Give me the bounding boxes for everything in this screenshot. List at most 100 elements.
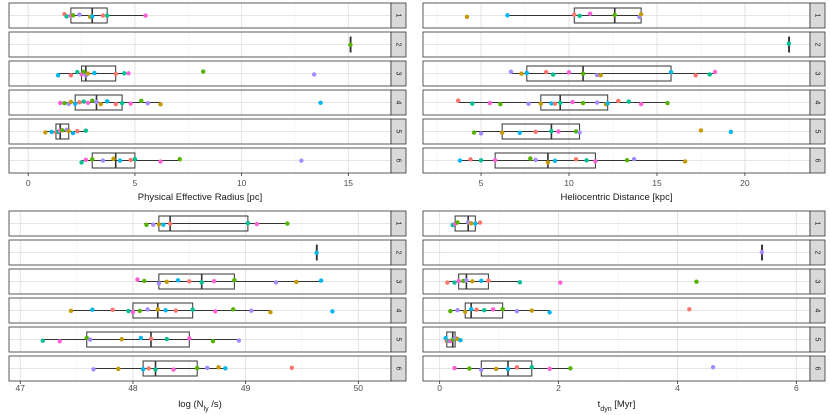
x-axis-tick-label: 49 — [241, 383, 251, 393]
data-point — [199, 280, 204, 285]
facet-strip-label: 4 — [395, 309, 402, 313]
facet-strip — [809, 147, 826, 174]
data-point — [140, 367, 146, 372]
facet-strip-label: 3 — [814, 72, 821, 76]
data-point — [148, 336, 154, 342]
data-point — [273, 280, 279, 285]
facet-strip-label: 3 — [395, 72, 402, 76]
facet-strip — [390, 239, 407, 266]
data-point — [508, 69, 514, 74]
facet-strip-label: 5 — [395, 338, 402, 342]
facet-strip-label: 1 — [814, 14, 821, 18]
facet-panel-4: 4 — [8, 297, 407, 324]
data-point — [77, 12, 82, 17]
data-point — [201, 69, 206, 74]
data-point — [505, 13, 510, 18]
data-point — [49, 129, 54, 135]
data-point — [245, 220, 251, 226]
data-point — [153, 367, 158, 372]
data-point — [693, 73, 698, 78]
data-point — [194, 365, 200, 371]
data-point — [40, 338, 46, 343]
facet-panel-4: 4 — [422, 297, 826, 324]
facet-strip-label: 3 — [814, 280, 821, 284]
facet-strip-label: 1 — [814, 222, 821, 226]
facet-panel-2: 2 — [422, 31, 826, 58]
data-point — [285, 221, 290, 226]
facet-strip-label: 2 — [395, 251, 402, 255]
data-point — [91, 367, 96, 372]
data-point — [190, 307, 195, 312]
x-axis-tick-label: 15 — [652, 178, 662, 188]
data-point — [529, 308, 534, 313]
data-point — [311, 72, 317, 77]
data-point — [57, 339, 62, 344]
data-point — [687, 307, 692, 312]
facet-panel-2: 2 — [8, 239, 407, 266]
data-point — [70, 13, 76, 18]
data-point — [458, 337, 463, 343]
data-point — [786, 41, 792, 46]
facet-strip-label: 3 — [395, 280, 402, 284]
data-point — [487, 100, 493, 106]
data-point — [72, 101, 78, 107]
data-point — [464, 278, 469, 283]
data-point — [135, 277, 140, 282]
data-point — [470, 279, 475, 284]
data-point — [467, 366, 472, 371]
data-point — [759, 250, 765, 255]
data-point — [694, 279, 699, 284]
data-point — [156, 281, 162, 286]
data-point — [55, 73, 61, 78]
data-point — [164, 279, 169, 284]
facet-panel-1: 1 — [422, 210, 826, 237]
facet-strip-label: 4 — [814, 101, 821, 105]
data-point — [119, 100, 125, 106]
facet-strip — [809, 297, 826, 324]
data-point — [490, 307, 496, 312]
facet-strip — [809, 89, 826, 116]
x-axis-tick-label: 0 — [437, 383, 442, 393]
data-point — [236, 338, 242, 343]
data-point — [330, 309, 335, 314]
facet-strip — [809, 2, 826, 29]
data-point — [668, 69, 674, 75]
data-point — [712, 69, 718, 75]
data-point — [104, 13, 110, 18]
data-point — [593, 159, 598, 164]
data-point — [146, 366, 151, 371]
data-point — [175, 278, 181, 283]
data-point — [145, 307, 150, 312]
data-point — [464, 14, 470, 20]
data-point — [58, 100, 63, 106]
data-point — [519, 71, 524, 76]
x-axis-tick-label: 0 — [26, 178, 31, 188]
data-point — [533, 157, 538, 163]
x-axis-tick-label: 2 — [556, 383, 561, 393]
chart-log-lyman-photon-rate: 1 2 3 4 5 6 47 48 49 50 log (Nly /s) — [8, 210, 407, 413]
data-point — [547, 366, 552, 372]
data-point — [624, 157, 630, 163]
data-point — [111, 156, 116, 161]
facet-strip-label: 2 — [395, 43, 402, 47]
data-point — [158, 159, 163, 164]
facet-strip — [809, 118, 826, 145]
data-point — [463, 309, 468, 315]
data-point — [210, 339, 216, 344]
data-point — [552, 158, 558, 163]
data-point — [456, 278, 461, 284]
data-point — [580, 100, 586, 106]
facet-strip-label: 1 — [395, 222, 402, 226]
data-point — [60, 128, 65, 133]
data-point — [231, 307, 236, 312]
facet-panel-4: 4 — [422, 89, 826, 116]
data-point — [68, 308, 74, 314]
data-point — [173, 308, 178, 313]
data-point — [500, 306, 505, 312]
data-point — [143, 13, 148, 18]
data-point — [98, 101, 103, 107]
data-point — [526, 101, 531, 107]
data-point — [139, 98, 144, 103]
data-point — [142, 278, 147, 284]
data-point — [100, 158, 106, 163]
